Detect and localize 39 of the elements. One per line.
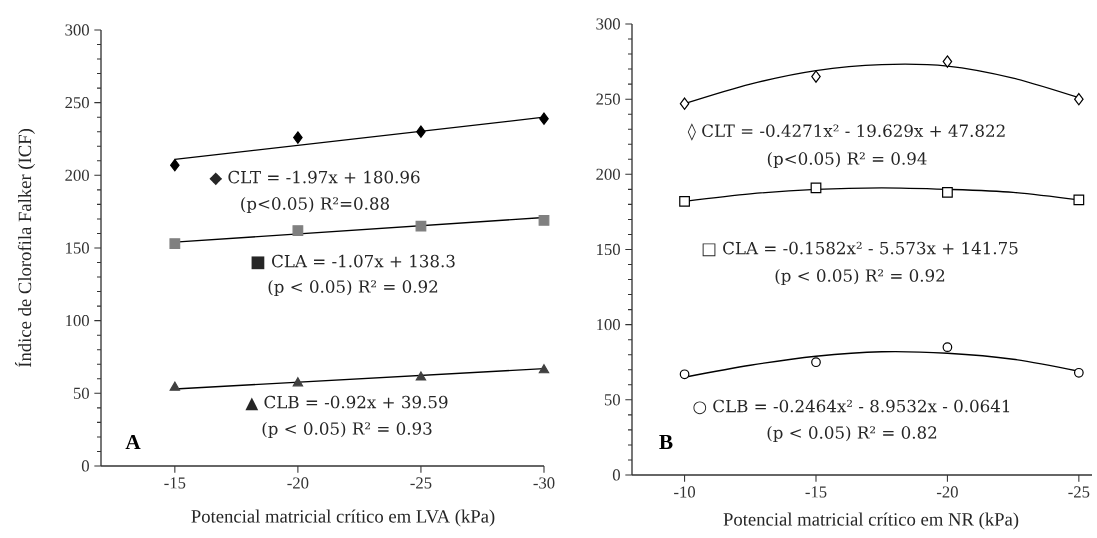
x-tick-label: -25 bbox=[410, 477, 432, 489]
y-tick-label: 0 bbox=[612, 469, 620, 481]
annotation: ○ CLB = -0.2464x² - 8.9532x - 0.0641 bbox=[693, 399, 1010, 415]
annotation: (p<0.05) R² = 0.94 bbox=[767, 151, 927, 169]
annotation: ▲ CLB = -0.92x + 39.59 bbox=[245, 395, 448, 411]
y-tick-label: 300 bbox=[65, 24, 89, 36]
x-tick-label: -20 bbox=[287, 477, 309, 489]
y-tick-label: 0 bbox=[81, 460, 89, 472]
annotation: B bbox=[659, 434, 673, 449]
x-tick-label: -15 bbox=[164, 477, 186, 489]
y-tick-label: 50 bbox=[604, 394, 620, 406]
annotation: ◆ CLT = -1.97x + 180.96 bbox=[209, 170, 420, 186]
x-tick-label: -10 bbox=[674, 486, 696, 498]
annotation: ■ CLA = -1.07x + 138.3 bbox=[251, 254, 455, 270]
y-tick-label: 200 bbox=[596, 168, 620, 180]
annotation: (p<0.05) R²=0.88 bbox=[241, 196, 390, 214]
annotation: (p < 0.05) R² = 0.92 bbox=[775, 268, 945, 286]
annotation: ◊ CLT = -0.4271x² - 19.629x + 47.822 bbox=[687, 123, 1005, 141]
annotation: (p < 0.05) R² = 0.93 bbox=[262, 421, 432, 439]
y-tick-label: 150 bbox=[66, 242, 89, 254]
x-tick-label: -30 bbox=[533, 477, 555, 489]
y-axis-title: Índice de Clorofila Falker (ICF) bbox=[15, 129, 36, 368]
y-tick-label: 200 bbox=[65, 169, 89, 181]
y-tick-label: 250 bbox=[65, 97, 89, 109]
x-axis-title: Potencial matricial crítico em LVA (kPa) bbox=[191, 509, 495, 527]
y-tick-label: 100 bbox=[597, 319, 620, 331]
annotation: A bbox=[125, 434, 141, 450]
y-tick-label: 100 bbox=[66, 315, 89, 327]
x-axis-title: Potencial matricial crítico em NR (kPa) bbox=[723, 512, 1019, 530]
annotation: (p < 0.05) R² = 0.82 bbox=[767, 425, 937, 443]
x-tick-label: -20 bbox=[936, 486, 958, 498]
y-tick-label: 300 bbox=[596, 18, 620, 30]
x-tick-label: -25 bbox=[1068, 486, 1090, 498]
y-tick-label: 250 bbox=[596, 93, 620, 105]
x-tick-label: -15 bbox=[805, 486, 827, 498]
y-tick-label: 50 bbox=[73, 387, 89, 399]
y-tick-label: 150 bbox=[597, 243, 620, 256]
annotation: (p < 0.05) R² = 0.92 bbox=[268, 279, 438, 297]
annotation: □ CLA = -0.1582x² - 5.573x + 141.75 bbox=[702, 241, 1018, 257]
